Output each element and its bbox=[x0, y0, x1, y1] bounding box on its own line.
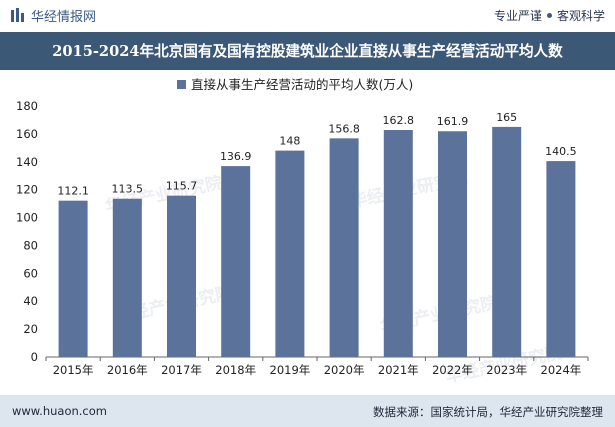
bar bbox=[438, 131, 467, 357]
bar bbox=[275, 150, 305, 357]
bar-value-label: 112.1 bbox=[57, 185, 89, 198]
bar-value-label: 156.8 bbox=[328, 122, 360, 135]
x-tick-label: 2020年 bbox=[324, 363, 365, 377]
x-tick-label: 2015年 bbox=[53, 363, 94, 377]
x-tick-label: 2019年 bbox=[270, 363, 311, 377]
y-tick-label: 60 bbox=[23, 266, 38, 280]
y-tick-label: 20 bbox=[23, 322, 38, 336]
tagline-right: 客观科学 bbox=[556, 9, 605, 23]
y-tick-label: 120 bbox=[16, 183, 38, 197]
y-tick-label: 140 bbox=[16, 155, 38, 169]
legend-label: 直接从事生产经营活动的平均人数(万人) bbox=[191, 77, 413, 92]
bar-value-label: 140.5 bbox=[545, 145, 577, 158]
y-tick-label: 0 bbox=[31, 350, 38, 364]
x-tick-label: 2016年 bbox=[107, 363, 148, 377]
y-tick-label: 160 bbox=[16, 127, 38, 141]
bar bbox=[492, 126, 522, 357]
tagline: 专业严谨 客观科学 bbox=[494, 7, 605, 24]
bar bbox=[329, 138, 359, 357]
footer-source: 数据来源：国家统计局，华经产业研究院整理 bbox=[373, 405, 603, 419]
bar-value-label: 162.8 bbox=[383, 114, 415, 127]
x-tick-label: 2023年 bbox=[486, 363, 527, 377]
bar-chart-logo-icon bbox=[11, 8, 24, 22]
y-tick-label: 180 bbox=[16, 99, 38, 113]
bar bbox=[58, 200, 88, 357]
x-tick-label: 2022年 bbox=[432, 363, 473, 377]
top-bar: 华经情报网 专业严谨 客观科学 bbox=[0, 0, 615, 30]
bar bbox=[546, 161, 576, 357]
title-bar: 2015-2024年北京国有及国有控股建筑业企业直接从事生产经营活动平均人数 bbox=[0, 32, 615, 70]
bar-value-label: 113.5 bbox=[112, 183, 144, 196]
footer-site: www.huaon.com bbox=[12, 404, 107, 418]
bar-value-label: 165 bbox=[496, 111, 517, 124]
bar bbox=[167, 195, 196, 357]
bar-value-label: 148 bbox=[279, 135, 300, 148]
legend-swatch bbox=[177, 80, 186, 89]
bar-value-label: 161.9 bbox=[437, 115, 469, 128]
brand-name: 华经情报网 bbox=[31, 9, 97, 25]
x-tick-label: 2017年 bbox=[161, 363, 202, 377]
separator-dot-icon bbox=[546, 13, 552, 18]
x-tick-label: 2024年 bbox=[541, 363, 582, 377]
y-tick-label: 40 bbox=[23, 294, 38, 308]
footer: www.huaon.com 数据来源：国家统计局，华经产业研究院整理 bbox=[0, 395, 615, 427]
bar bbox=[221, 166, 251, 357]
bar bbox=[383, 129, 413, 357]
y-tick-label: 100 bbox=[16, 211, 38, 225]
x-tick-label: 2018年 bbox=[215, 363, 256, 377]
tagline-left: 专业严谨 bbox=[493, 9, 542, 23]
bar-value-label: 115.7 bbox=[166, 180, 198, 193]
x-tick-label: 2021年 bbox=[378, 363, 419, 377]
brand: 华经情报网 bbox=[10, 6, 97, 25]
bar bbox=[112, 198, 142, 357]
chart-title: 2015-2024年北京国有及国有控股建筑业企业直接从事生产经营活动平均人数 bbox=[52, 43, 563, 60]
bar-chart: 华经产业研究院华经产业研究院华经产业研究院华经产业研究院华经产业研究院直接从事生… bbox=[16, 77, 589, 387]
y-tick-label: 80 bbox=[23, 238, 38, 252]
bar-value-label: 136.9 bbox=[220, 150, 252, 163]
